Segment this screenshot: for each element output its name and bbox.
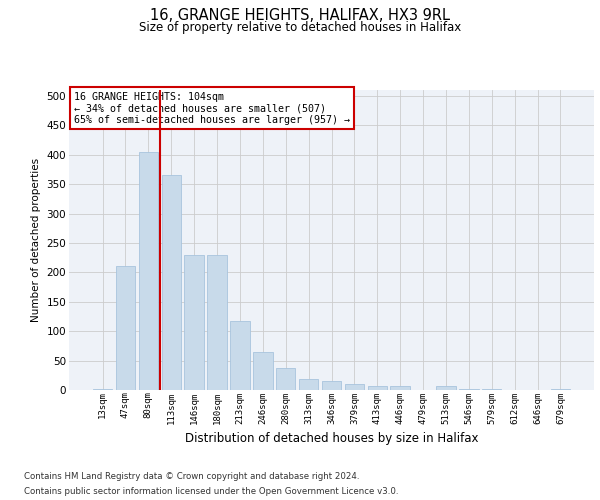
Bar: [344, 384, 364, 390]
Bar: [391, 386, 410, 390]
Text: Contains public sector information licensed under the Open Government Licence v3: Contains public sector information licen…: [24, 487, 398, 496]
Bar: [551, 389, 570, 390]
Text: 16, GRANGE HEIGHTS, HALIFAX, HX3 9RL: 16, GRANGE HEIGHTS, HALIFAX, HX3 9RL: [150, 8, 450, 22]
Bar: [208, 256, 227, 390]
Bar: [116, 266, 135, 390]
Bar: [368, 386, 387, 390]
Text: 16 GRANGE HEIGHTS: 104sqm
← 34% of detached houses are smaller (507)
65% of semi: 16 GRANGE HEIGHTS: 104sqm ← 34% of detac…: [74, 92, 350, 124]
Bar: [161, 176, 181, 390]
Bar: [276, 368, 295, 390]
Y-axis label: Number of detached properties: Number of detached properties: [31, 158, 41, 322]
Bar: [299, 380, 319, 390]
X-axis label: Distribution of detached houses by size in Halifax: Distribution of detached houses by size …: [185, 432, 478, 445]
Text: Contains HM Land Registry data © Crown copyright and database right 2024.: Contains HM Land Registry data © Crown c…: [24, 472, 359, 481]
Text: Size of property relative to detached houses in Halifax: Size of property relative to detached ho…: [139, 21, 461, 34]
Bar: [230, 321, 250, 390]
Bar: [436, 386, 455, 390]
Bar: [93, 389, 112, 390]
Bar: [322, 380, 341, 390]
Bar: [253, 352, 272, 390]
Bar: [184, 256, 204, 390]
Bar: [139, 152, 158, 390]
